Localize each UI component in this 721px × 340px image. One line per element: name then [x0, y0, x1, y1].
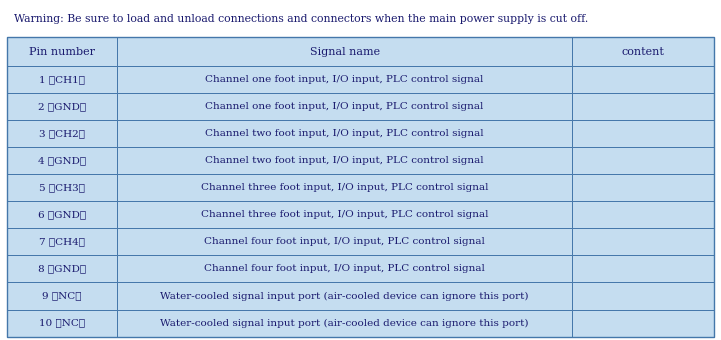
Text: content: content — [622, 47, 665, 57]
Text: Channel three foot input, I/O input, PLC control signal: Channel three foot input, I/O input, PLC… — [201, 210, 488, 219]
Text: 10 （NC）: 10 （NC） — [39, 319, 85, 327]
Text: Channel one foot input, I/O input, PLC control signal: Channel one foot input, I/O input, PLC c… — [205, 102, 484, 111]
Bar — [117, 201, 572, 228]
Bar — [7, 37, 714, 337]
Bar — [117, 120, 572, 147]
Text: Channel two foot input, I/O input, PLC control signal: Channel two foot input, I/O input, PLC c… — [205, 156, 484, 165]
Bar — [572, 66, 714, 93]
Bar — [572, 37, 714, 66]
Text: Channel two foot input, I/O input, PLC control signal: Channel two foot input, I/O input, PLC c… — [205, 129, 484, 138]
Bar — [7, 120, 117, 147]
Text: 5 （CH3）: 5 （CH3） — [39, 183, 85, 192]
Bar — [117, 255, 572, 283]
Bar — [117, 147, 572, 174]
Text: Warning: Be sure to load and unload connections and connectors when the main pow: Warning: Be sure to load and unload conn… — [14, 14, 588, 23]
Text: 2 （GND）: 2 （GND） — [38, 102, 86, 111]
Text: 8 （GND）: 8 （GND） — [38, 265, 86, 273]
Bar — [572, 147, 714, 174]
Text: Water-cooled signal input port (air-cooled device can ignore this port): Water-cooled signal input port (air-cool… — [160, 319, 528, 328]
Bar — [117, 228, 572, 255]
Bar — [7, 37, 117, 66]
Text: Water-cooled signal input port (air-cooled device can ignore this port): Water-cooled signal input port (air-cool… — [160, 291, 528, 301]
Bar — [117, 37, 572, 66]
Bar — [117, 174, 572, 201]
Bar — [572, 228, 714, 255]
Bar — [7, 283, 117, 309]
Bar — [7, 201, 117, 228]
Bar — [572, 93, 714, 120]
Bar — [117, 93, 572, 120]
Bar — [572, 283, 714, 309]
Bar — [572, 309, 714, 337]
Bar — [117, 66, 572, 93]
Text: 9 （NC）: 9 （NC） — [43, 291, 81, 301]
Bar — [7, 147, 117, 174]
Text: Channel four foot input, I/O input, PLC control signal: Channel four foot input, I/O input, PLC … — [204, 265, 485, 273]
Bar — [572, 255, 714, 283]
Text: 7 （CH4）: 7 （CH4） — [39, 237, 85, 246]
Text: Signal name: Signal name — [309, 47, 380, 57]
Text: 1 （CH1）: 1 （CH1） — [39, 75, 85, 84]
Bar — [572, 120, 714, 147]
Text: Channel four foot input, I/O input, PLC control signal: Channel four foot input, I/O input, PLC … — [204, 237, 485, 246]
Bar — [572, 201, 714, 228]
Text: 3 （CH2）: 3 （CH2） — [39, 129, 85, 138]
Text: Channel three foot input, I/O input, PLC control signal: Channel three foot input, I/O input, PLC… — [201, 183, 488, 192]
Bar — [7, 228, 117, 255]
Bar — [7, 93, 117, 120]
Bar — [117, 283, 572, 309]
Text: Channel one foot input, I/O input, PLC control signal: Channel one foot input, I/O input, PLC c… — [205, 75, 484, 84]
Text: 4 （GND）: 4 （GND） — [38, 156, 86, 165]
Bar — [7, 66, 117, 93]
Bar — [7, 255, 117, 283]
Text: 6 （GND）: 6 （GND） — [38, 210, 86, 219]
Text: Pin number: Pin number — [29, 47, 95, 57]
Bar — [572, 174, 714, 201]
Bar — [7, 309, 117, 337]
Bar — [7, 174, 117, 201]
Bar — [117, 309, 572, 337]
